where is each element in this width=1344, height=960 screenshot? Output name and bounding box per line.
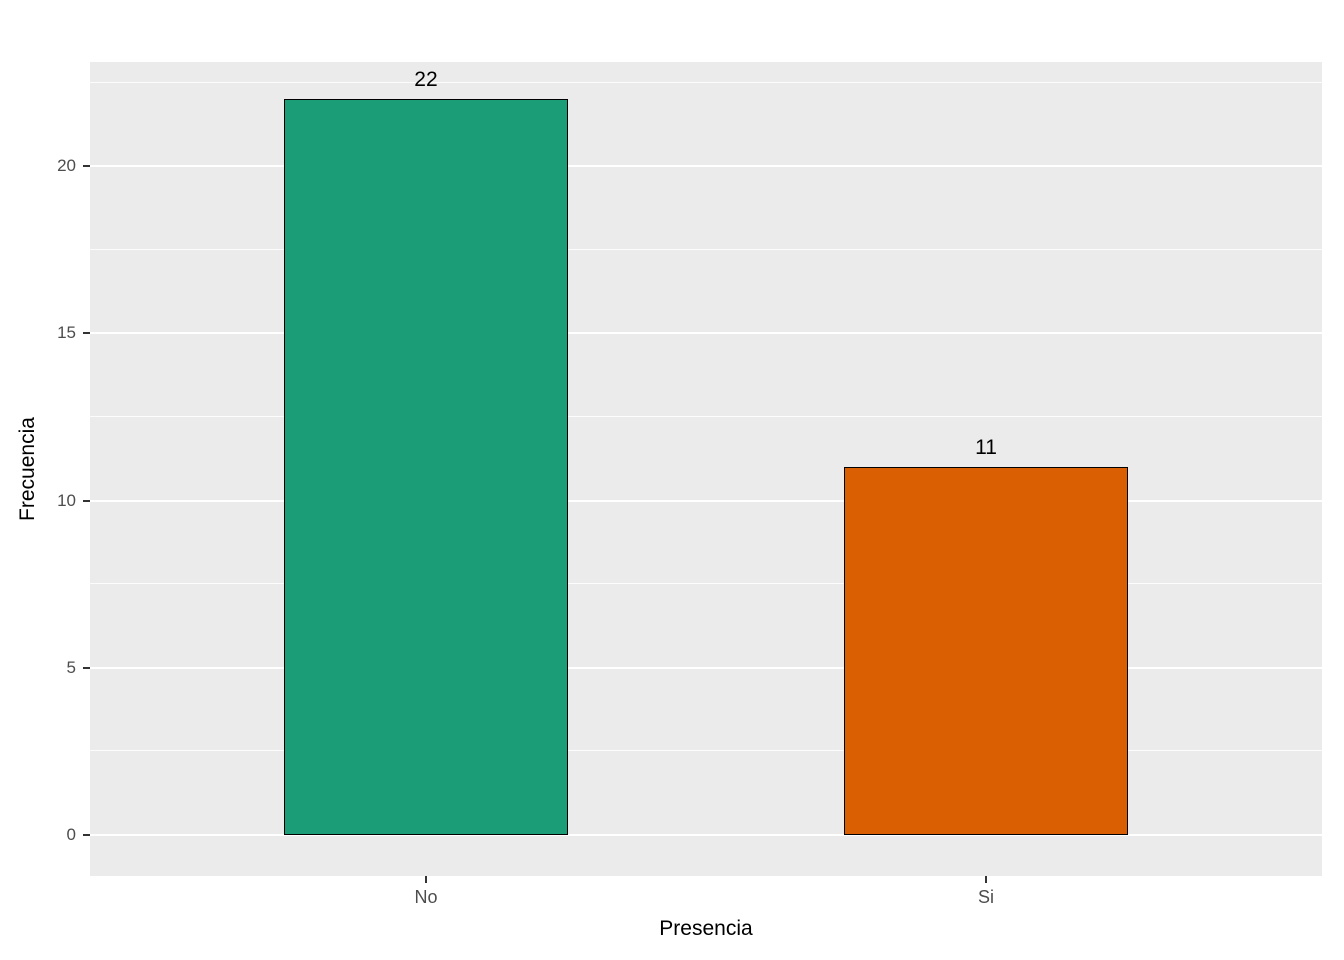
y-tick-mark — [83, 165, 90, 168]
x-category-label: No — [414, 887, 438, 907]
plot-panel — [90, 62, 1322, 876]
major-gridline — [90, 666, 1322, 669]
bar-si — [844, 467, 1128, 835]
y-tick-label: 5 — [66, 657, 76, 677]
minor-gridline — [90, 248, 1322, 250]
minor-gridline — [90, 583, 1322, 585]
x-axis-title: Presencia — [659, 917, 753, 940]
minor-gridline — [90, 81, 1322, 83]
major-gridline — [90, 499, 1322, 502]
y-tick-label: 0 — [66, 824, 76, 844]
x-tick-mark — [985, 876, 988, 883]
bar-value-label: 22 — [414, 68, 438, 92]
x-category-label: Si — [978, 887, 995, 907]
major-gridline — [90, 332, 1322, 335]
y-tick-mark — [83, 332, 90, 335]
y-tick-mark — [83, 499, 90, 502]
bar-no — [284, 99, 568, 835]
bar-value-label: 11 — [975, 436, 997, 460]
major-gridline — [90, 165, 1322, 168]
minor-gridline — [90, 416, 1322, 418]
y-tick-label: 20 — [57, 156, 76, 176]
x-tick-mark — [424, 876, 427, 883]
y-tick-label: 10 — [57, 490, 76, 510]
major-gridline — [90, 833, 1322, 836]
y-tick-mark — [83, 833, 90, 836]
minor-gridline — [90, 750, 1322, 752]
y-tick-label: 15 — [57, 323, 76, 343]
y-tick-mark — [83, 666, 90, 669]
